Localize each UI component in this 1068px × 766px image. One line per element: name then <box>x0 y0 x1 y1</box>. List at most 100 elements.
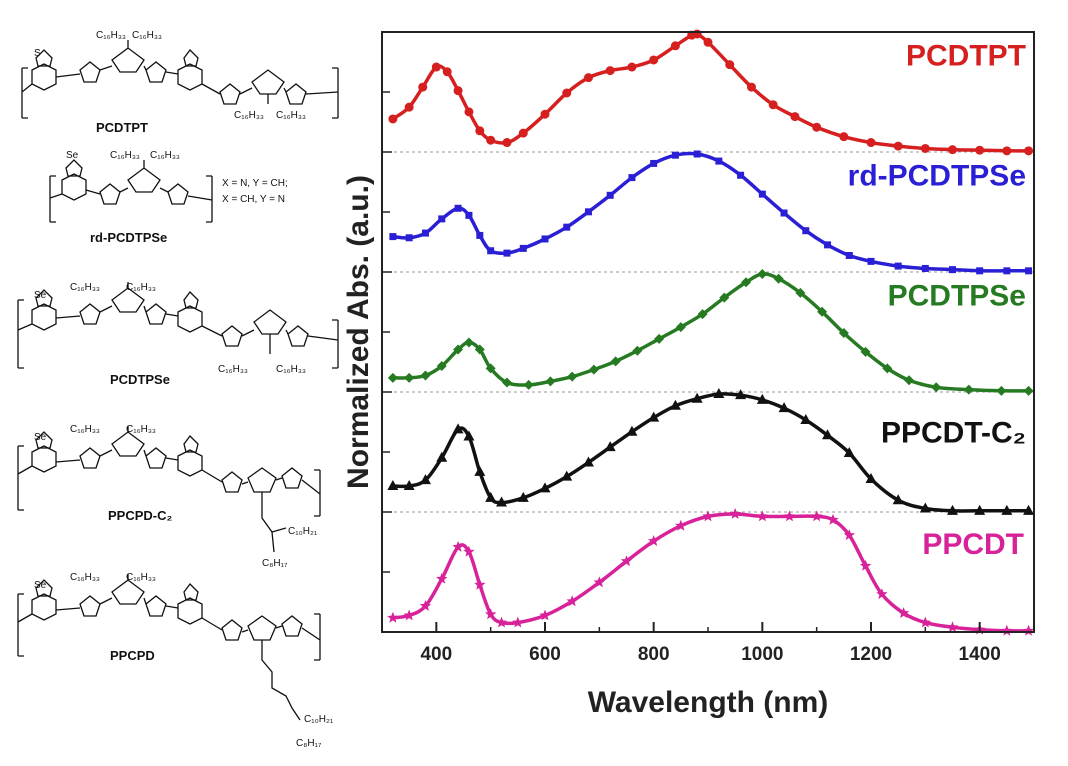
series-rd-pcdtpse <box>389 150 1033 275</box>
data-point <box>649 55 659 65</box>
data-point <box>650 159 658 167</box>
x-ticks: 400 600 800 1000 1200 1400 <box>381 91 1035 665</box>
data-point <box>567 371 578 382</box>
rd-note-line-1: X = N, Y = CH; <box>222 178 288 189</box>
data-point <box>648 535 660 546</box>
heteroatom-label: Se <box>66 150 79 161</box>
data-point <box>948 145 957 155</box>
data-point <box>541 235 549 243</box>
x-tick-label: 1200 <box>850 644 892 665</box>
y-axis-label: Normalized Abs. (a.u.) <box>342 175 375 489</box>
structure-ppcpd-c2 <box>17 426 321 553</box>
data-point <box>519 244 527 252</box>
data-point <box>605 66 615 76</box>
structure-pcdtpse <box>17 282 339 369</box>
data-point <box>419 600 432 611</box>
data-point <box>811 510 823 522</box>
series-label: PPCDT <box>922 528 1024 561</box>
data-point <box>454 204 462 212</box>
data-point <box>512 616 524 628</box>
data-point <box>670 41 680 51</box>
rd-note-line-2: X = CH, Y = N <box>222 194 285 205</box>
data-point <box>1022 624 1035 636</box>
data-point <box>539 482 551 493</box>
data-point <box>436 361 447 372</box>
data-point <box>539 609 551 621</box>
data-point <box>703 37 713 47</box>
data-point <box>838 328 849 338</box>
data-point <box>669 399 681 410</box>
substituent-label: C₁₆H₃₃ <box>70 572 100 583</box>
x-axis-label: Wavelength (nm) <box>588 686 829 719</box>
data-point <box>827 513 839 525</box>
data-point <box>741 277 752 288</box>
data-point <box>897 607 910 618</box>
x-tick-label: 1000 <box>741 644 783 665</box>
substituent-label: C₁₆H₃₃ <box>276 364 306 375</box>
data-point <box>475 126 485 136</box>
data-point <box>702 510 714 522</box>
data-point <box>946 621 959 633</box>
chem-name-rd-pcdtpse: rd-PCDTPSe <box>90 230 167 245</box>
data-point <box>996 385 1007 396</box>
substituent-label: C₁₆H₃₃ <box>218 364 248 375</box>
data-point <box>1002 146 1012 156</box>
chem-name-pcdtpt: PCDTPT <box>96 120 148 135</box>
data-point <box>389 233 397 241</box>
heteroatom-label: S <box>34 48 41 59</box>
data-point <box>545 376 556 387</box>
data-point <box>817 306 828 317</box>
series-line <box>391 31 1031 153</box>
data-point <box>778 402 790 413</box>
data-point <box>865 472 877 483</box>
data-point <box>729 508 741 519</box>
data-point <box>843 447 855 457</box>
data-point <box>584 208 592 216</box>
structure-ppcpd <box>17 574 321 721</box>
data-point <box>474 465 486 476</box>
series-pcdtpt <box>388 29 1034 156</box>
substituent-label: C₁₆H₃₃ <box>126 424 156 435</box>
data-point <box>501 377 512 388</box>
substituent-label: C₁₆H₃₃ <box>126 282 156 293</box>
data-point <box>757 269 768 279</box>
data-point <box>476 231 484 239</box>
data-point <box>620 555 633 567</box>
x-tick-label: 600 <box>529 644 561 665</box>
series-label: PCDTPT <box>906 40 1026 73</box>
data-point <box>697 309 708 320</box>
data-point <box>756 510 768 522</box>
substituent-label: C₁₆H₃₃ <box>70 424 100 435</box>
data-point <box>892 494 904 505</box>
data-point <box>1001 624 1013 636</box>
data-point <box>438 215 446 223</box>
data-point <box>859 559 872 571</box>
series-layer <box>387 29 1035 636</box>
data-point <box>783 510 796 522</box>
data-point <box>790 112 800 122</box>
data-point <box>920 143 930 153</box>
data-point <box>882 363 893 374</box>
data-point <box>436 451 448 462</box>
substituent-label: C₁₆H₃₃ <box>96 30 126 41</box>
data-point <box>495 616 508 628</box>
data-point <box>768 100 778 110</box>
data-point <box>453 344 464 355</box>
data-point <box>431 62 441 72</box>
data-point <box>773 273 784 284</box>
data-point <box>947 504 958 515</box>
data-point <box>974 504 986 515</box>
data-point <box>1023 504 1035 515</box>
data-point <box>486 135 496 145</box>
data-point <box>626 425 638 436</box>
data-point <box>442 67 452 77</box>
data-point <box>593 576 605 588</box>
data-point <box>812 122 822 132</box>
data-point <box>671 151 679 159</box>
data-point <box>403 480 415 491</box>
data-point <box>876 588 888 600</box>
data-point <box>845 251 853 259</box>
chem-name-pcdtpse: PCDTPSe <box>110 372 170 387</box>
data-point <box>502 138 512 148</box>
